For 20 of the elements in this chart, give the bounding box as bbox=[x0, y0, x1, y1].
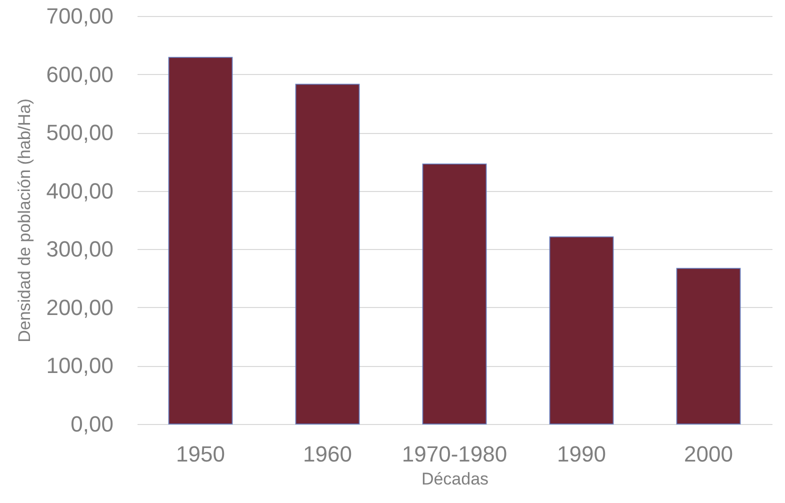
y-tick-label: 500,00 bbox=[46, 120, 114, 146]
bar bbox=[168, 56, 233, 424]
y-axis-title: Densidad de población (hab/Ha) bbox=[15, 98, 34, 342]
x-tick-label: 1970-1980 bbox=[402, 442, 508, 466]
x-tick-label: 1950 bbox=[176, 442, 225, 466]
bar bbox=[295, 84, 360, 424]
y-tick-label: 0,00 bbox=[70, 412, 114, 436]
bar bbox=[422, 164, 487, 424]
x-tick-label: 1960 bbox=[303, 442, 352, 466]
y-tick-label: 100,00 bbox=[46, 353, 114, 378]
bar bbox=[549, 236, 614, 424]
bar bbox=[676, 268, 741, 424]
y-tick-label: 600,00 bbox=[46, 62, 114, 87]
y-tick-label: 700,00 bbox=[46, 4, 114, 28]
x-axis-title: Décadas bbox=[421, 470, 489, 488]
y-tick-label: 300,00 bbox=[46, 236, 114, 262]
x-tick-label: 2000 bbox=[684, 442, 733, 466]
x-tick-label: 1990 bbox=[557, 442, 606, 466]
y-tick-label: 200,00 bbox=[46, 294, 114, 320]
y-tick-label: 400,00 bbox=[46, 178, 114, 204]
